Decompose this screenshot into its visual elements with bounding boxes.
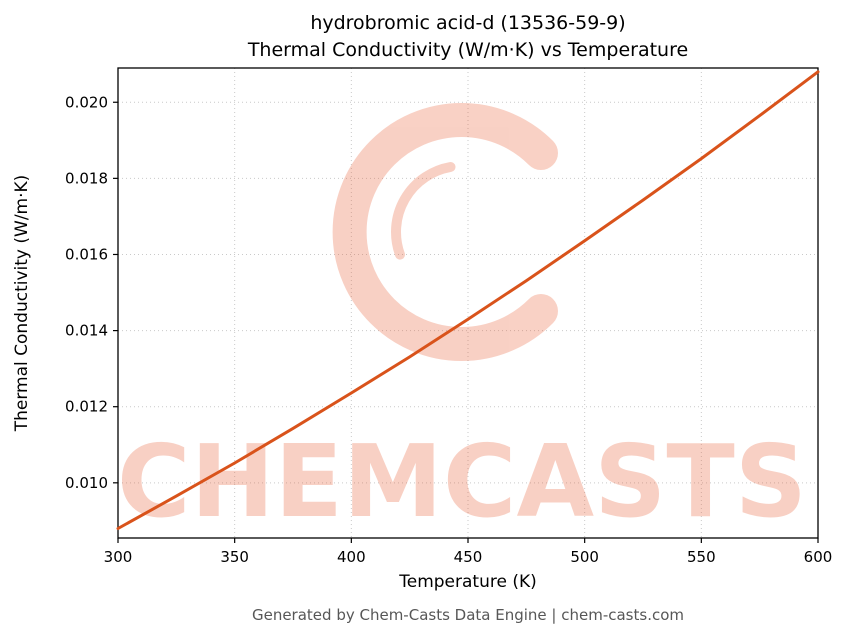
- watermark-text: CHEMCASTS: [117, 423, 807, 540]
- footer-attribution: Generated by Chem-Casts Data Engine | ch…: [251, 606, 685, 624]
- chemcasts-c-swirl-icon: [332, 103, 558, 361]
- thermal-conductivity-series-line: [116, 70, 820, 530]
- y-tick-label: 0.012: [65, 398, 108, 416]
- chart-title-line1: hydrobromic acid-d (13536-59-9): [310, 12, 626, 34]
- x-tick-label: 350: [220, 548, 249, 566]
- x-tick-label: 300: [104, 548, 133, 566]
- x-tick-label: 500: [570, 548, 599, 566]
- y-tick-label: 0.020: [65, 93, 108, 111]
- x-tick-label: 550: [687, 548, 716, 566]
- y-tick-label: 0.014: [65, 322, 108, 340]
- x-tick-label: 400: [337, 548, 366, 566]
- x-axis-label: Temperature (K): [399, 572, 537, 592]
- x-tick-label: 600: [804, 548, 833, 566]
- y-axis-label: Thermal Conductivity (W/m·K): [12, 174, 32, 432]
- chart-title-line2: Thermal Conductivity (W/m·K) vs Temperat…: [247, 39, 689, 61]
- y-tick-label: 0.016: [65, 245, 108, 263]
- y-tick-label: 0.010: [65, 474, 108, 492]
- y-tick-label: 0.018: [65, 169, 108, 187]
- x-tick-label: 450: [454, 548, 483, 566]
- watermark: CHEMCASTS: [117, 103, 807, 540]
